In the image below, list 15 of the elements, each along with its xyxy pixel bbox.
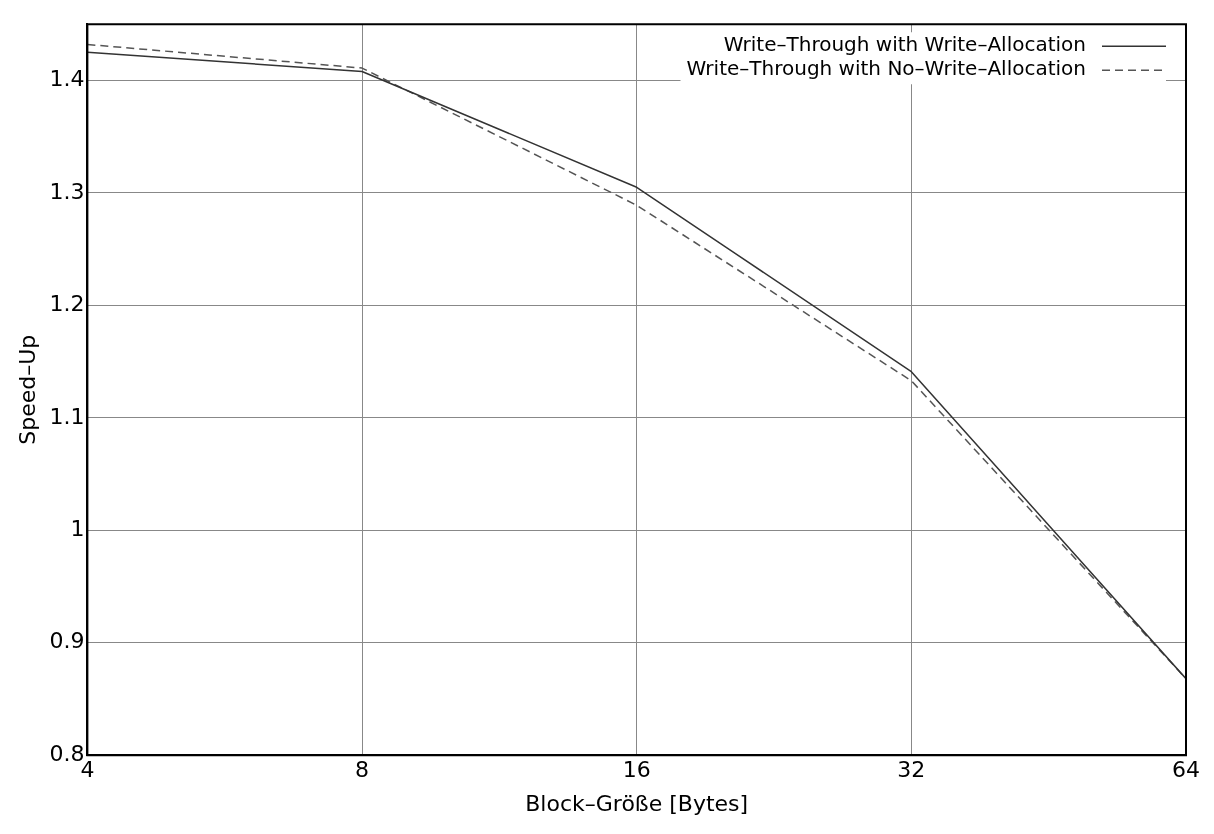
y-tick-label: 1.1	[49, 403, 85, 429]
x-tick-label: 64	[1172, 757, 1200, 783]
y-tick-label: 1.2	[49, 291, 85, 317]
x-tick-label: 8	[355, 757, 370, 783]
y-tick-label: 0.8	[49, 740, 85, 766]
y-tick-label: 1.4	[49, 66, 85, 92]
x-tick-label: 16	[622, 757, 651, 783]
y-tick-label: 0.9	[49, 628, 85, 654]
legend-label: Write–Through with Write–Allocation	[723, 32, 1086, 57]
x-axis-title: Block–Größe [Bytes]	[525, 790, 749, 816]
y-tick-label: 1.3	[49, 178, 85, 204]
legend-label: Write–Through with No–Write–Allocation	[686, 56, 1086, 81]
x-tick-label: 32	[897, 757, 926, 783]
y-tick-label: 1	[70, 516, 85, 541]
y-axis-title: Speed–Up	[14, 334, 40, 445]
